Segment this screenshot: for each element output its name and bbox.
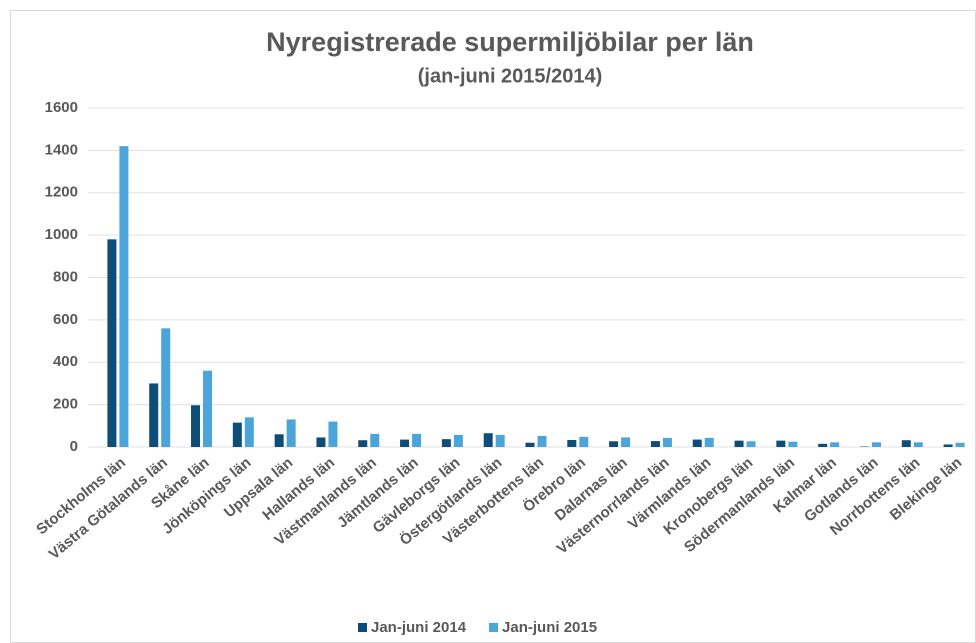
legend-swatch	[489, 623, 499, 632]
chart-subtitle: (jan-juni 2015/2014)	[418, 65, 603, 87]
bar	[776, 440, 786, 447]
bar	[692, 439, 702, 447]
bar	[913, 442, 923, 447]
y-tick-label: 1600	[45, 99, 78, 116]
bar	[579, 436, 589, 447]
chart-border	[10, 10, 976, 643]
bar	[191, 405, 201, 447]
bar	[161, 328, 171, 447]
bar	[818, 443, 828, 447]
bar	[149, 383, 159, 447]
bar	[358, 440, 368, 447]
bar	[650, 441, 660, 447]
bar	[662, 437, 672, 447]
bar	[704, 437, 714, 447]
bar	[901, 440, 911, 447]
bar	[483, 433, 493, 447]
bar	[955, 442, 965, 447]
bar	[609, 441, 619, 447]
bar	[328, 421, 338, 447]
bar	[274, 434, 284, 447]
y-tick-label: 400	[53, 353, 78, 370]
y-tick-label: 600	[53, 311, 78, 328]
chart-title: Nyregistrerade supermiljöbilar per län	[266, 27, 754, 57]
bar	[830, 442, 840, 447]
bar	[567, 440, 577, 447]
y-tick-label: 800	[53, 268, 78, 285]
y-tick-label: 1200	[45, 184, 78, 201]
bar	[203, 370, 213, 447]
bar	[734, 440, 744, 447]
y-tick-label: 0	[70, 438, 78, 455]
bar	[400, 439, 410, 447]
bar	[788, 441, 798, 447]
bar	[453, 434, 463, 447]
bar	[316, 437, 326, 447]
bar	[412, 433, 422, 447]
bar	[441, 439, 451, 447]
bar	[286, 419, 296, 447]
y-tick-label: 1400	[45, 141, 78, 158]
bar	[943, 444, 953, 447]
bar	[495, 434, 505, 447]
legend-label: Jan-juni 2015	[502, 619, 597, 636]
bar	[871, 442, 881, 447]
y-tick-label: 1000	[45, 226, 78, 243]
bar	[621, 437, 631, 447]
y-tick-label: 200	[53, 396, 78, 413]
bar	[525, 442, 535, 447]
bar	[370, 433, 380, 447]
bar	[746, 441, 756, 447]
bar	[107, 239, 117, 447]
bar	[244, 417, 254, 447]
legend-label: Jan-juni 2014	[371, 619, 467, 636]
bar	[232, 422, 242, 447]
bar	[119, 146, 129, 447]
bar	[537, 435, 547, 447]
legend-swatch	[358, 623, 367, 632]
